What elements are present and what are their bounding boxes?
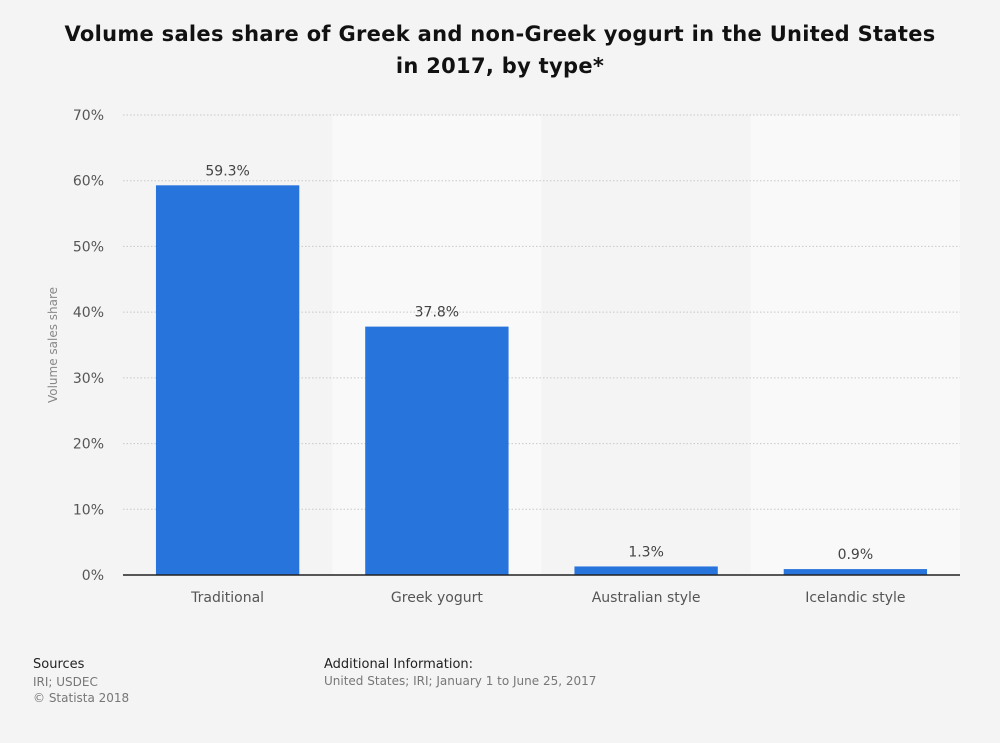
value-labels: 59.3% 37.8% 1.3% 0.9% [205, 163, 873, 563]
gridlines [123, 114, 960, 510]
bars [155, 185, 928, 576]
sources-text: IRI; USDEC [33, 675, 98, 689]
y-tick-label: 10% [73, 502, 104, 518]
x-tick-label: Australian style [592, 590, 701, 606]
bar [365, 326, 509, 575]
bar [574, 566, 718, 575]
y-tick-label: 30% [73, 371, 104, 387]
value-label: 0.9% [838, 547, 874, 563]
x-tick-labels: Traditional Greek yogurt Australian style I… [190, 590, 905, 606]
y-axis-label: Volume sales share [46, 287, 60, 403]
y-tick-label: 40% [73, 305, 104, 321]
bar [783, 569, 928, 575]
additional-info-heading: Additional Information: [324, 657, 474, 672]
y-tick-label: 70% [73, 108, 104, 124]
sources-block: Sources IRI; USDEC © Statista 2018 [33, 657, 129, 706]
x-tick-label: Traditional [190, 590, 264, 606]
sources-heading: Sources [33, 657, 85, 672]
value-label: 59.3% [205, 163, 249, 179]
additional-info-block: Additional Information: United States; I… [324, 657, 596, 688]
y-tick-labels: 0% 10% 20% 30% 40% 50% 60% 70% [73, 108, 104, 584]
value-label: 37.8% [415, 305, 459, 321]
additional-info-text: United States; IRI; January 1 to June 25… [324, 674, 597, 688]
y-tick-label: 60% [73, 174, 104, 190]
x-tick-label: Greek yogurt [391, 590, 483, 606]
y-tick-label: 0% [82, 568, 104, 584]
chart-title: Volume sales share of Greek and non-Gree… [64, 22, 936, 78]
copyright-text: © Statista 2018 [33, 691, 130, 705]
bar [155, 185, 300, 576]
y-tick-label: 20% [73, 437, 104, 453]
value-label: 1.3% [628, 544, 664, 560]
category-band [750, 115, 960, 575]
bar-chart: 0% 10% 20% 30% 40% 50% 60% 70% 59.3% 37.8% 1.3% 0.… [46, 108, 960, 606]
y-tick-label: 50% [73, 239, 104, 255]
x-tick-label: Icelandic style [805, 590, 905, 606]
